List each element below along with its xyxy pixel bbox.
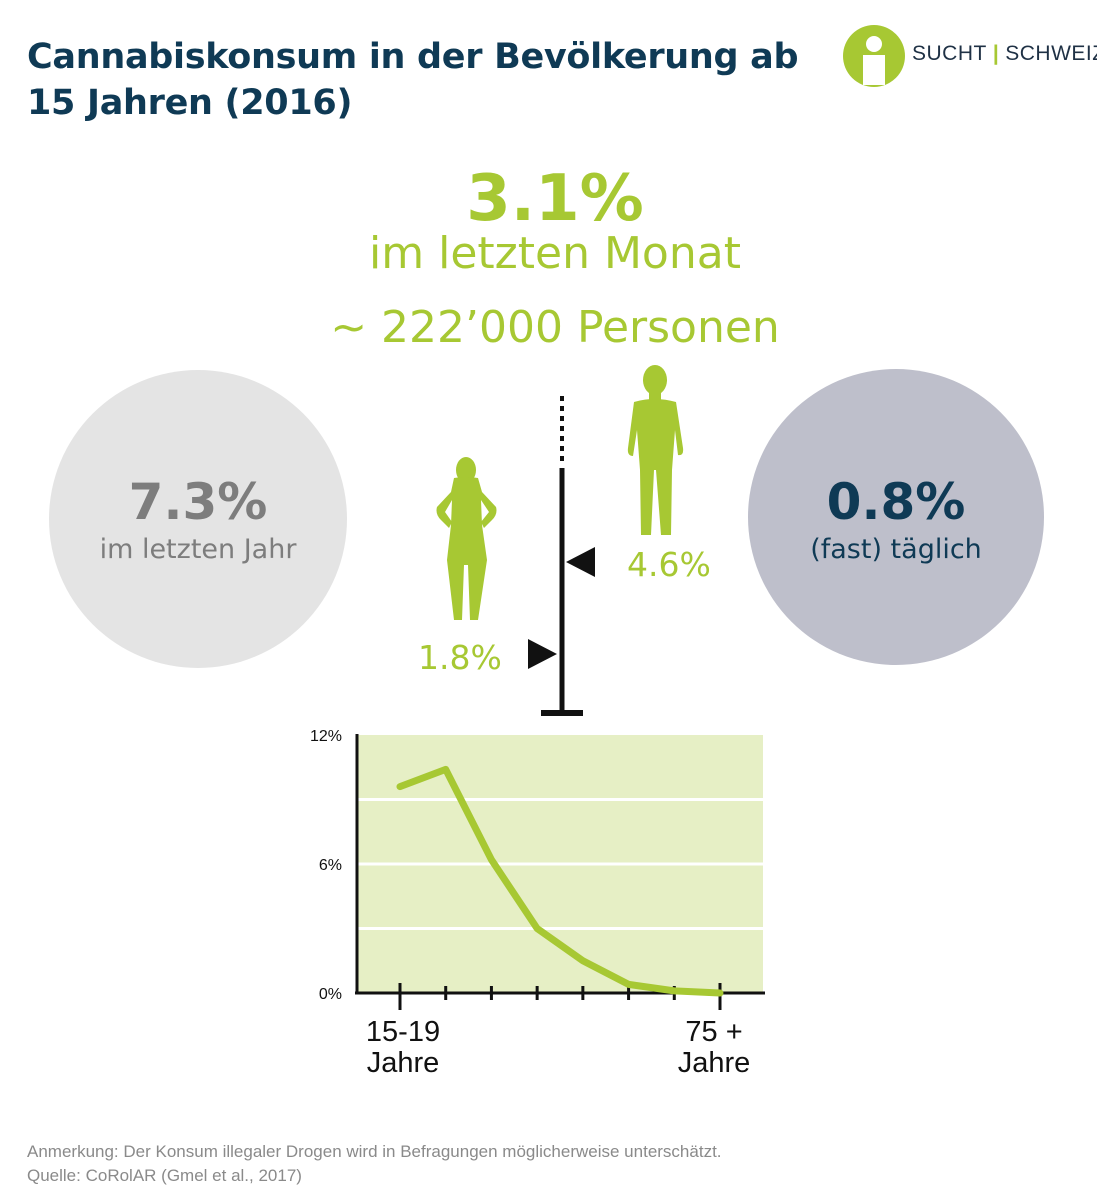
male-percentage: 4.6% (627, 545, 711, 584)
x-label-line: 75 + (685, 1016, 743, 1048)
female-percentage: 1.8% (418, 638, 502, 677)
footnote: Anmerkung: Der Konsum illegaler Drogen w… (27, 1140, 722, 1188)
logo-right: SCHWEIZ (1005, 42, 1097, 65)
note-line-2: Quelle: CoRolAR (Gmel et al., 2017) (27, 1166, 302, 1185)
x-label-line: 15-19 (365, 1016, 441, 1048)
year-label: im letzten Jahr (99, 534, 297, 565)
age-line-chart: 12% 6% 0% (310, 728, 765, 1010)
year-percentage: 7.3% (128, 473, 268, 531)
x-label-line: Jahre (677, 1047, 751, 1079)
daily-circle (748, 369, 1044, 665)
daily-label: (fast) täglich (810, 534, 982, 565)
female-silhouette-icon (436, 457, 497, 620)
logo-text: SUCHT | SCHWEIZ (912, 42, 1097, 66)
male-silhouette-icon (627, 365, 684, 535)
note-line-1: Anmerkung: Der Konsum illegaler Drogen w… (27, 1142, 722, 1161)
x-label-line: Jahre (366, 1047, 440, 1079)
y-ticks: 12% 6% 0% (310, 728, 342, 1003)
female-marker-icon (528, 639, 557, 669)
series-line (396, 765, 724, 997)
logo-separator: | (992, 42, 1000, 65)
logo-left: SUCHT (912, 42, 987, 65)
main-percentage: 3.1% (466, 162, 644, 236)
year-circle (49, 370, 347, 668)
y-tick-label: 6% (319, 857, 342, 874)
x-label-last: 75 + Jahre (662, 1017, 766, 1079)
y-tick-label: 12% (310, 728, 342, 745)
x-label-first: 15-19 Jahre (351, 1017, 455, 1079)
chart-grid (358, 798, 763, 930)
male-marker-icon (566, 547, 595, 577)
page-title: Cannabiskonsum in der Bevölkerung ab 15 … (27, 37, 799, 123)
persons-count: ~ 222’000 Personen (330, 302, 780, 353)
logo-icon (843, 25, 905, 87)
main-label: im letzten Monat (369, 228, 741, 279)
daily-percentage: 0.8% (826, 473, 966, 531)
y-tick-label: 0% (319, 986, 342, 1003)
